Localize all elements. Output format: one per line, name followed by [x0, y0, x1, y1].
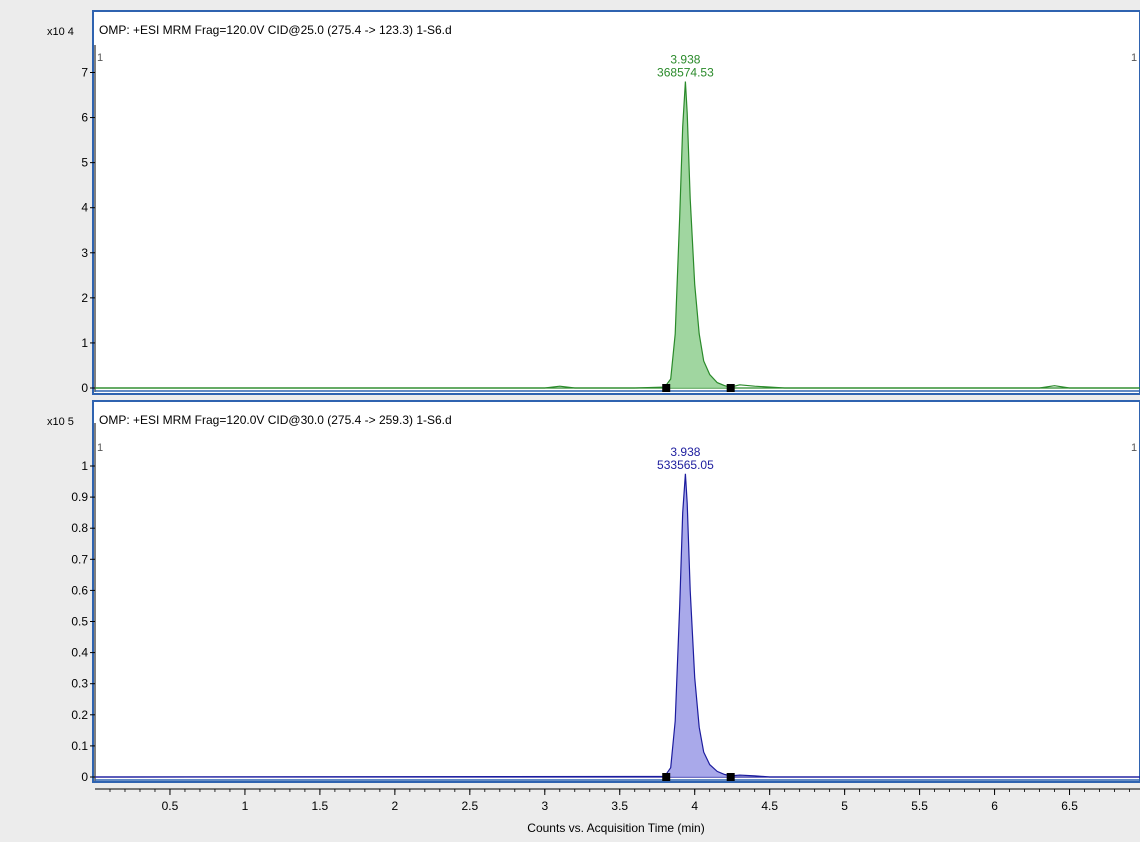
x-tick-label: 0.5: [162, 799, 179, 813]
x-tick-label: 6.5: [1061, 799, 1078, 813]
x-tick-label: 5: [841, 799, 848, 813]
x-tick-label: 4.5: [761, 799, 778, 813]
integration-marker: [726, 773, 735, 781]
x-tick-label: 5.5: [911, 799, 928, 813]
y-tick-label: 0: [81, 770, 88, 784]
x-tick-label: 3.5: [611, 799, 628, 813]
plot-area: [93, 400, 1140, 783]
peak-rt-label: 3.938: [670, 53, 700, 67]
x-tick-label: 1.5: [312, 799, 329, 813]
x-tick-label: 1: [242, 799, 249, 813]
y-tick-label: 0.7: [71, 552, 88, 566]
y-tick-label: 0.8: [71, 521, 88, 535]
integration-marker: [662, 384, 671, 392]
x-axis-label: Counts vs. Acquisition Time (min): [527, 821, 704, 835]
y-tick-label: 6: [81, 111, 88, 125]
plot-frame: [92, 400, 1140, 783]
y-tick-label: 1: [81, 459, 88, 473]
peak-area-label: 368574.53: [657, 66, 714, 80]
peak-rt-label: 3.938: [670, 445, 700, 459]
scale-label: x10 4: [47, 26, 74, 38]
peak-area-label: 533565.05: [657, 458, 714, 472]
peak-area-fill: [666, 473, 731, 777]
y-tick-label: 0.5: [71, 615, 88, 629]
chromatogram-panel-1: OMP: +ESI MRM Frag=120.0V CID@25.0 (275.…: [47, 10, 1140, 395]
x-tick-label: 6: [991, 799, 998, 813]
integration-marker: [726, 384, 735, 392]
x-tick-label: 2.5: [461, 799, 478, 813]
chromatogram-trace: [94, 473, 1140, 778]
y-tick-label: 0.3: [71, 677, 88, 691]
chromatogram-trace: [95, 81, 1140, 389]
corner-label-left: 1: [97, 442, 103, 454]
y-tick-label: 0.6: [71, 583, 88, 597]
peak-area-fill: [666, 81, 731, 388]
corner-label-left: 1: [97, 52, 103, 64]
corner-label-right: 1: [1131, 52, 1137, 64]
chromatogram-panel-2: OMP: +ESI MRM Frag=120.0V CID@30.0 (275.…: [47, 400, 1140, 784]
corner-label-right: 1: [1131, 442, 1137, 454]
x-tick-label: 4: [691, 799, 698, 813]
x-tick-label: 2: [392, 799, 399, 813]
x-tick-label: 3: [541, 799, 548, 813]
integration-marker: [662, 773, 671, 781]
panel-title: OMP: +ESI MRM Frag=120.0V CID@25.0 (275.…: [99, 23, 452, 37]
y-tick-label: 0.9: [71, 490, 88, 504]
y-tick-label: 5: [81, 156, 88, 170]
y-tick-label: 0.4: [71, 646, 88, 660]
y-tick-label: 2: [81, 291, 88, 305]
y-tick-label: 0.2: [71, 708, 88, 722]
plot-area: [93, 10, 1140, 395]
panel-title: OMP: +ESI MRM Frag=120.0V CID@30.0 (275.…: [99, 413, 452, 427]
y-tick-label: 3: [81, 246, 88, 260]
y-tick-label: 7: [81, 66, 88, 80]
scale-label: x10 5: [47, 416, 74, 428]
y-tick-label: 0: [81, 381, 88, 395]
y-tick-label: 1: [81, 336, 88, 350]
y-tick-label: 0.1: [71, 739, 88, 753]
y-tick-label: 4: [81, 201, 88, 215]
plot-frame: [92, 10, 1140, 395]
